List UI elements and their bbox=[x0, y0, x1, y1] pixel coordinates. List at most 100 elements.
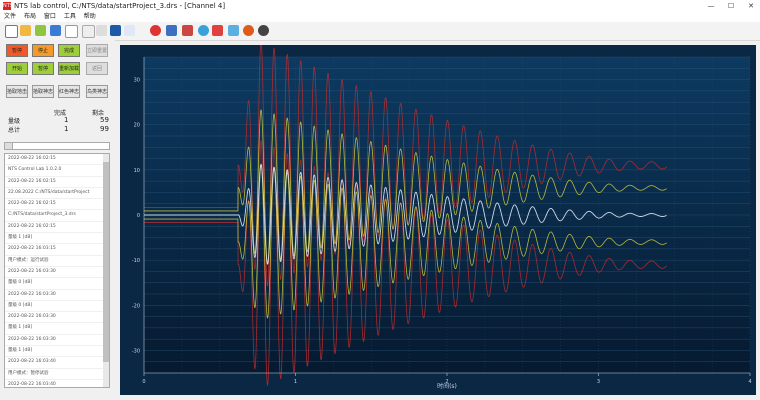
count-header-done: 完成 bbox=[54, 110, 67, 117]
x-tick-label: 3 bbox=[597, 379, 600, 385]
new-file-icon[interactable] bbox=[5, 25, 18, 38]
mode-button-2[interactable]: 拾取神志 bbox=[32, 85, 54, 98]
log-entry: 用户模式：运行试验 bbox=[5, 256, 109, 267]
mode-button-3[interactable]: 红色神志 bbox=[58, 85, 80, 98]
start-button[interactable]: 开始 bbox=[6, 62, 28, 75]
search-icon[interactable] bbox=[198, 25, 209, 36]
log-entry: 量级 0 [dB] bbox=[5, 301, 109, 313]
log-entry: C:/NTS/data/startProject_3.drs bbox=[5, 210, 109, 222]
line-icon[interactable] bbox=[96, 25, 107, 36]
tick-layer: -30 -20 -10 0 10 20 30 0 1 2 3 4 bbox=[132, 57, 752, 385]
y-tick-label: -20 bbox=[132, 303, 140, 309]
y-tick-label: 0 bbox=[137, 213, 140, 219]
mode-button-4[interactable]: 鸟类神志 bbox=[86, 85, 108, 98]
menu-bar: 文件 布局 窗口 工具 帮助 bbox=[0, 12, 760, 22]
open-folder-icon[interactable] bbox=[20, 25, 31, 36]
count-done-level: 1 bbox=[64, 116, 69, 124]
stop-button[interactable]: 停止 bbox=[32, 44, 54, 57]
minimize-icon[interactable]: — bbox=[707, 2, 715, 10]
menu-help[interactable]: 帮助 bbox=[83, 13, 96, 20]
log-entry: 2022-08-22 16:03:15 bbox=[5, 244, 109, 256]
finish-button[interactable]: 完成 bbox=[58, 44, 80, 57]
hold-button[interactable]: 暂停 bbox=[32, 62, 54, 75]
count-table: 完成 剩余 量级 1 59 总计 1 99 bbox=[6, 108, 110, 134]
series-tolerance-lower bbox=[144, 163, 667, 319]
menu-tools[interactable]: 工具 bbox=[63, 13, 76, 20]
y-tick-label: -10 bbox=[132, 258, 140, 264]
log-entry: 量级 1 [dB] bbox=[5, 233, 109, 245]
pause-button[interactable]: 暂停 bbox=[6, 44, 28, 57]
car-icon[interactable] bbox=[150, 25, 161, 36]
log-entry: 2022-08-22 16:03:30 bbox=[5, 335, 109, 347]
title-bar: NTS NTS lab control, C:/NTS/data/startPr… bbox=[0, 0, 760, 12]
timer-icon[interactable] bbox=[228, 25, 239, 36]
reset-button[interactable]: 立即重置 bbox=[86, 44, 108, 57]
clear-log-icon[interactable] bbox=[5, 143, 13, 149]
app-icon: NTS bbox=[3, 2, 13, 10]
count-label-level: 量级 bbox=[8, 118, 21, 125]
x-tick-label: 2 bbox=[445, 379, 448, 385]
window-title: NTS lab control, C:/NTS/data/startProjec… bbox=[14, 2, 226, 10]
headphones-icon[interactable] bbox=[243, 25, 254, 36]
reload-state-button[interactable]: 重新加载 状态 bbox=[58, 62, 80, 75]
log-entry: 2022-08-22 16:03:40 bbox=[5, 380, 109, 387]
log-scrollbar[interactable] bbox=[103, 154, 109, 387]
grid-icon[interactable] bbox=[35, 25, 46, 36]
count-left-total: 99 bbox=[100, 125, 109, 133]
series-measured bbox=[144, 163, 667, 265]
monitor-icon[interactable] bbox=[110, 25, 121, 36]
runner-icon[interactable] bbox=[182, 25, 193, 36]
log-entry: 量级 0 [dB] bbox=[5, 278, 109, 290]
y-tick-label: 10 bbox=[134, 168, 140, 174]
log-filter-input[interactable] bbox=[4, 142, 110, 150]
menu-layout[interactable]: 布局 bbox=[23, 13, 36, 20]
count-header-left: 剩余 bbox=[92, 110, 105, 117]
y-tick-label: 30 bbox=[134, 78, 140, 84]
log-scroll-thumb[interactable] bbox=[103, 162, 109, 362]
menu-window[interactable]: 窗口 bbox=[43, 13, 56, 20]
y-tick-label: -30 bbox=[132, 348, 140, 354]
log-entry: 22.08.2022 C:/NTS/data/startProject bbox=[5, 188, 109, 200]
mode-button-1[interactable]: 拾取地击 bbox=[6, 85, 28, 98]
x-tick-label: 4 bbox=[748, 379, 751, 385]
log-entry: 2022-08-22 16:02:15 bbox=[5, 199, 109, 211]
log-entry: 用户模式：暂停试验 bbox=[5, 369, 109, 380]
series-tolerance-upper bbox=[144, 109, 667, 265]
maximize-icon[interactable]: ☐ bbox=[727, 2, 735, 10]
log-entry: 2022-08-22 16:03:40 bbox=[5, 357, 109, 369]
log-entry: NTS Control Lab 1.0.2.0 bbox=[5, 165, 109, 177]
y-tick-label: 20 bbox=[134, 123, 140, 129]
series-layer bbox=[144, 40, 667, 387]
log-entry: 量级 1 [dB] bbox=[5, 323, 109, 335]
record-icon[interactable] bbox=[258, 25, 269, 36]
signal-chart: -30 -20 -10 0 10 20 30 0 1 2 3 4 时间(s) bbox=[120, 40, 756, 395]
event-log: 2022-08-22 16:02:15 NTS Control Lab 1.0.2… bbox=[4, 153, 110, 388]
menu-file[interactable]: 文件 bbox=[4, 13, 17, 20]
close-icon[interactable]: ✕ bbox=[748, 2, 754, 10]
log-entry: 2022-08-22 16:03:30 bbox=[5, 290, 109, 301]
control-panel: 暂停 停止 完成 立即重置 开始 暂停 重新加载 状态 返回 拾取地击 拾取神志… bbox=[0, 40, 115, 400]
chart-svg: -30 -20 -10 0 10 20 30 0 1 2 3 4 时间(s) bbox=[120, 40, 756, 395]
toolbar bbox=[0, 22, 760, 41]
wave-icon[interactable] bbox=[65, 25, 78, 38]
log-entry: 量级 1 [dB] bbox=[5, 346, 109, 358]
x-axis-label: 时间(s) bbox=[437, 382, 457, 390]
series-abort-upper bbox=[144, 40, 667, 287]
count-done-total: 1 bbox=[64, 125, 69, 133]
series-abort-lower bbox=[144, 139, 667, 387]
log-entry: 2022-08-22 16:02:15 bbox=[5, 154, 109, 166]
log-entry: 2022-08-22 16:02:15 bbox=[5, 177, 109, 188]
off-icon[interactable] bbox=[212, 25, 223, 36]
sine-wave-icon[interactable] bbox=[82, 25, 95, 38]
count-label-total: 总计 bbox=[8, 127, 21, 134]
count-left-level: 59 bbox=[100, 116, 109, 124]
x-tick-label: 1 bbox=[294, 379, 297, 385]
log-entry: 2022-08-22 16:03:30 bbox=[5, 312, 109, 324]
return-button[interactable]: 返回 bbox=[86, 62, 108, 75]
cross-signal-icon[interactable] bbox=[124, 25, 135, 36]
log-entry: 2022-08-22 16:02:15 bbox=[5, 222, 109, 234]
log-entry: 2022-08-22 16:03:30 bbox=[5, 267, 109, 279]
save-icon[interactable] bbox=[50, 25, 61, 36]
mountain-icon[interactable] bbox=[166, 25, 177, 36]
x-tick-label: 0 bbox=[142, 379, 145, 385]
